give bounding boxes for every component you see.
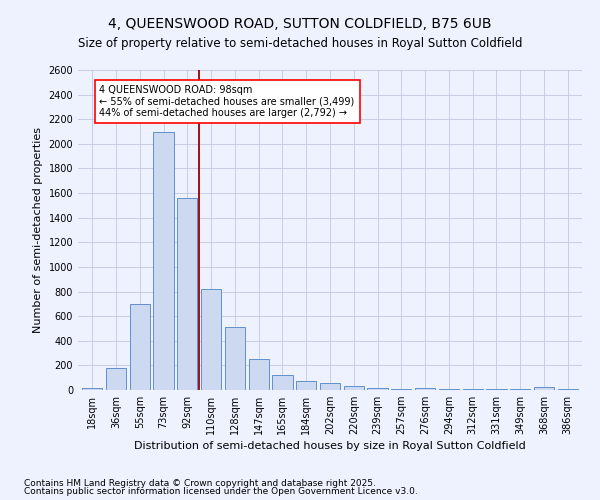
Bar	[177, 198, 197, 390]
Bar	[272, 375, 293, 390]
Text: 4, QUEENSWOOD ROAD, SUTTON COLDFIELD, B75 6UB: 4, QUEENSWOOD ROAD, SUTTON COLDFIELD, B7…	[108, 18, 492, 32]
Text: Contains public sector information licensed under the Open Government Licence v3: Contains public sector information licen…	[24, 487, 418, 496]
Bar	[154, 132, 173, 390]
Text: 4 QUEENSWOOD ROAD: 98sqm
← 55% of semi-detached houses are smaller (3,499)
44% o: 4 QUEENSWOOD ROAD: 98sqm ← 55% of semi-d…	[100, 85, 355, 118]
Bar	[248, 359, 269, 390]
Bar	[201, 289, 221, 390]
Y-axis label: Number of semi-detached properties: Number of semi-detached properties	[33, 127, 43, 333]
Text: Size of property relative to semi-detached houses in Royal Sutton Coldfield: Size of property relative to semi-detach…	[78, 38, 522, 51]
Bar	[106, 368, 126, 390]
Bar	[296, 382, 316, 390]
X-axis label: Distribution of semi-detached houses by size in Royal Sutton Coldfield: Distribution of semi-detached houses by …	[134, 442, 526, 452]
Bar	[344, 386, 364, 390]
Bar	[130, 304, 150, 390]
Bar	[225, 327, 245, 390]
Bar	[534, 387, 554, 390]
Bar	[320, 382, 340, 390]
Bar	[82, 388, 103, 390]
Bar	[415, 388, 435, 390]
Bar	[367, 388, 388, 390]
Text: Contains HM Land Registry data © Crown copyright and database right 2025.: Contains HM Land Registry data © Crown c…	[24, 478, 376, 488]
